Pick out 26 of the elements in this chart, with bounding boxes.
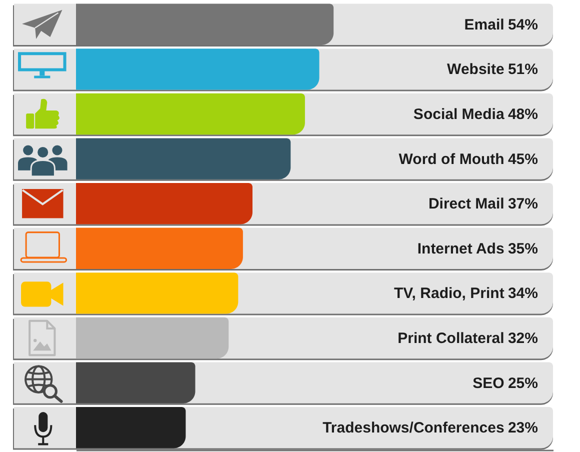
data-label: 34% (508, 285, 538, 302)
data-label: 35% (508, 240, 538, 258)
data-label: 25% (508, 374, 538, 392)
bar (76, 317, 229, 359)
bar (76, 406, 186, 448)
bar (76, 182, 252, 224)
y-tick-label: TV, Radio, Print (394, 285, 504, 302)
bar (76, 272, 238, 314)
y-tick-label: SEO (472, 374, 505, 392)
y-tick-label: Social Media (413, 106, 505, 123)
y-tick-label: Website (447, 61, 504, 78)
data-label: 45% (508, 150, 538, 168)
data-label: 48% (508, 106, 538, 123)
y-tick-label: Email (464, 16, 504, 34)
data-label: 54% (508, 16, 538, 34)
data-label: 23% (508, 420, 538, 437)
data-label: 51% (508, 61, 538, 78)
y-tick-label: Tradeshows/Conferences (322, 420, 504, 437)
y-tick-label: Direct Mail (428, 196, 504, 213)
bar (76, 228, 243, 270)
data-label: 37% (508, 196, 538, 213)
data-label: 32% (508, 330, 538, 347)
bar (76, 362, 196, 404)
y-tick-label: Word of Mouth (398, 150, 504, 168)
y-tick-label: Print Collateral (398, 330, 504, 347)
y-tick-label: Internet Ads (417, 240, 504, 258)
